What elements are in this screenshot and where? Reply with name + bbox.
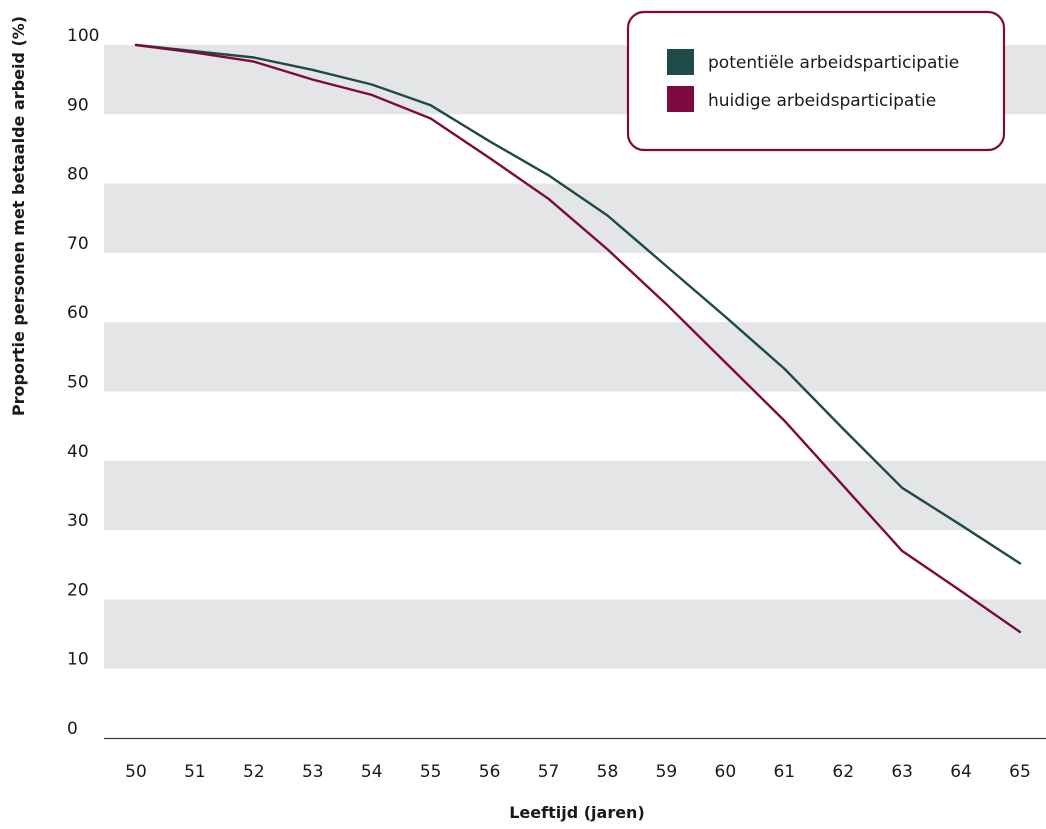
x-axis-ticks: 50 51 52 53 54 55 56 57 58 59 60 61 62 63 64 65 bbox=[125, 762, 1031, 782]
x-tick-label: 55 bbox=[420, 762, 442, 782]
grid-bands bbox=[104, 45, 1046, 669]
legend-label-huidig: huidige arbeidsparticipatie bbox=[708, 91, 936, 111]
x-tick-label: 62 bbox=[832, 762, 854, 782]
grid-band bbox=[104, 183, 1046, 253]
legend-label-potentieel: potentiële arbeidsparticipatie bbox=[708, 53, 959, 73]
x-tick-label: 51 bbox=[184, 762, 206, 782]
x-tick-label: 53 bbox=[302, 762, 324, 782]
series-line-1 bbox=[134, 43, 1022, 634]
y-axis-ticks: 0 10 20 30 40 50 60 70 80 90 100 bbox=[67, 26, 99, 739]
y-tick-label: 0 bbox=[67, 719, 78, 739]
legend: potentiële arbeidsparticipatie huidige a… bbox=[626, 10, 1006, 152]
x-tick-label: 52 bbox=[243, 762, 265, 782]
y-tick-label: 20 bbox=[67, 580, 89, 600]
y-tick-label: 80 bbox=[67, 165, 89, 185]
legend-box bbox=[626, 10, 1006, 152]
x-tick-label: 61 bbox=[773, 762, 795, 782]
x-tick-label: 50 bbox=[125, 762, 147, 782]
x-axis-title: Leeftijd (jaren) bbox=[509, 803, 645, 822]
x-tick-label: 60 bbox=[715, 762, 737, 782]
x-tick-label: 63 bbox=[891, 762, 913, 782]
x-tick-label: 58 bbox=[597, 762, 619, 782]
legend-swatch-huidig bbox=[667, 86, 694, 112]
x-tick-label: 65 bbox=[1009, 762, 1031, 782]
series-lines bbox=[134, 43, 1022, 634]
x-tick-label: 56 bbox=[479, 762, 501, 782]
y-tick-label: 60 bbox=[67, 303, 89, 323]
y-tick-label: 90 bbox=[67, 95, 89, 115]
grid-band bbox=[104, 322, 1046, 392]
y-tick-label: 50 bbox=[67, 373, 89, 393]
grid-band bbox=[104, 460, 1046, 531]
y-tick-label: 100 bbox=[67, 26, 99, 46]
x-tick-label: 64 bbox=[950, 762, 972, 782]
grid-band bbox=[104, 599, 1046, 669]
y-tick-label: 30 bbox=[67, 511, 89, 531]
series-line-0 bbox=[134, 43, 1022, 565]
y-axis-title: Proportie personen met betaalde arbeid (… bbox=[9, 16, 28, 416]
legend-swatch-potentieel bbox=[667, 49, 694, 75]
x-tick-label: 57 bbox=[538, 762, 560, 782]
x-tick-label: 54 bbox=[361, 762, 383, 782]
x-tick-label: 59 bbox=[656, 762, 678, 782]
y-tick-label: 40 bbox=[67, 442, 89, 462]
y-tick-label: 10 bbox=[67, 650, 89, 670]
y-tick-label: 70 bbox=[67, 234, 89, 254]
